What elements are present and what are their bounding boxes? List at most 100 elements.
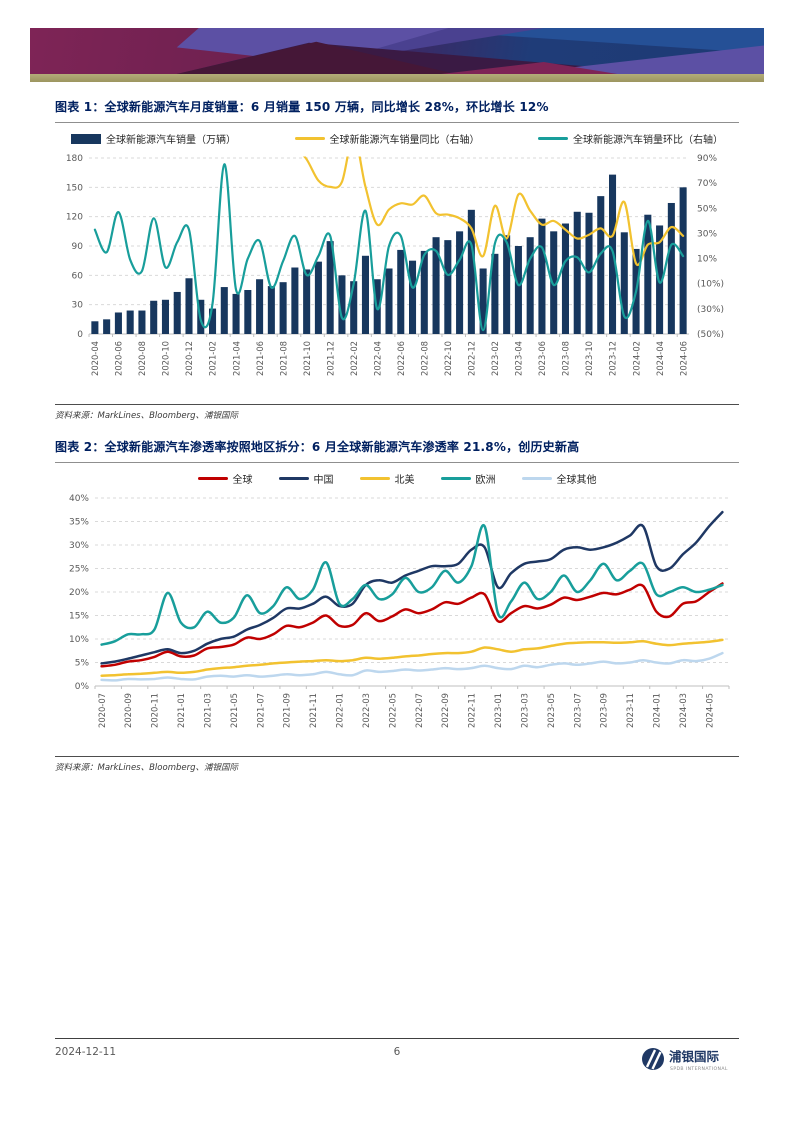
svg-text:150: 150 — [66, 183, 83, 193]
svg-text:2024-06: 2024-06 — [678, 341, 688, 376]
svg-text:0%: 0% — [75, 682, 90, 692]
svg-text:2022-03: 2022-03 — [361, 693, 371, 728]
figure2-bottom-rule — [55, 756, 739, 757]
legend-item: 全球新能源汽车销量环比（右轴） — [538, 131, 723, 146]
header-banner — [30, 28, 764, 74]
figure2-block: 图表 2：全球新能源汽车渗透率按照地区拆分：6 月全球新能源汽车渗透率 21.8… — [55, 438, 739, 773]
legend-swatch — [521, 477, 552, 480]
svg-text:2024-02: 2024-02 — [631, 341, 641, 376]
page-footer: 2024-12-11 6 浦银国际 SPDB INTERNATIONAL — [55, 1038, 739, 1086]
svg-text:2022-12: 2022-12 — [467, 341, 477, 376]
svg-text:2024-05: 2024-05 — [704, 693, 714, 728]
figure1-source: 资料来源：MarkLines、Bloomberg、浦银国际 — [55, 411, 238, 421]
banner-maroon-sliver — [441, 62, 618, 74]
legend-label: 中国 — [313, 475, 334, 486]
legend-item: 全球新能源汽车销量同比（右轴） — [294, 131, 480, 146]
svg-text:2021-12: 2021-12 — [325, 341, 335, 376]
svg-text:5%: 5% — [75, 659, 90, 669]
legend-swatch — [538, 137, 568, 140]
svg-text:2023-12: 2023-12 — [608, 341, 618, 376]
page-content: 图表 1：全球新能源汽车月度销量：6 月销量 150 万辆，同比增长 28%，环… — [55, 98, 739, 773]
legend-item: 全球新能源汽车销量（万辆） — [71, 131, 236, 146]
figure1-svg: 180 150 120 90 60 30 0 90% 70% 50% 30% 10% (10%) (30%… — [66, 154, 724, 376]
svg-text:2022-09: 2022-09 — [440, 693, 450, 728]
svg-text:2021-06: 2021-06 — [255, 341, 265, 376]
spdbi-logo-icon — [642, 1048, 664, 1070]
svg-text:2022-06: 2022-06 — [396, 341, 406, 376]
svg-text:10%: 10% — [69, 635, 89, 645]
brand-logo: 浦银国际 SPDB INTERNATIONAL — [639, 1046, 739, 1078]
svg-text:2023-07: 2023-07 — [572, 693, 582, 728]
brand-name-en: SPDB INTERNATIONAL — [670, 1066, 728, 1072]
svg-text:70%: 70% — [697, 179, 717, 189]
svg-text:2023-04: 2023-04 — [514, 341, 524, 376]
svg-text:25%: 25% — [69, 565, 89, 575]
svg-text:2022-02: 2022-02 — [349, 341, 359, 376]
svg-text:15%: 15% — [69, 612, 89, 622]
legend-label: 北美 — [394, 475, 415, 486]
figure1-legend: 全球新能源汽车销量（万辆） 全球新能源汽车销量同比（右轴） 全球新能源汽车销量环比（… — [55, 131, 739, 146]
svg-text:2023-03: 2023-03 — [519, 693, 529, 728]
svg-text:30%: 30% — [69, 541, 89, 551]
svg-text:60: 60 — [72, 271, 84, 281]
svg-text:2023-01: 2023-01 — [493, 693, 503, 728]
svg-text:(10%): (10%) — [697, 280, 724, 290]
legend-label: 全球 — [232, 475, 253, 486]
svg-text:2020-10: 2020-10 — [161, 341, 171, 376]
legend-item: 欧洲 — [440, 471, 496, 486]
svg-text:2021-03: 2021-03 — [202, 693, 212, 728]
svg-text:2021-08: 2021-08 — [278, 341, 288, 376]
svg-text:2023-09: 2023-09 — [599, 693, 609, 728]
svg-text:2023-05: 2023-05 — [546, 693, 556, 728]
svg-text:2021-04: 2021-04 — [231, 341, 241, 376]
svg-text:2020-07: 2020-07 — [97, 693, 107, 728]
figure1-chart: 180 150 120 90 60 30 0 90% 70% 50% 30% 10% (10%) (30%… — [55, 148, 739, 402]
legend-item: 全球 — [197, 471, 253, 486]
svg-text:2024-01: 2024-01 — [652, 693, 662, 728]
svg-text:2022-04: 2022-04 — [372, 341, 382, 376]
legend-swatch — [197, 477, 228, 480]
svg-text:90%: 90% — [697, 154, 717, 164]
svg-text:40%: 40% — [69, 494, 89, 504]
svg-text:2023-02: 2023-02 — [490, 341, 500, 376]
svg-text:2021-11: 2021-11 — [308, 693, 318, 728]
svg-text:2020-11: 2020-11 — [150, 693, 160, 728]
svg-text:180: 180 — [66, 154, 83, 164]
banner-khaki-strip — [30, 74, 764, 82]
svg-text:2021-05: 2021-05 — [229, 693, 239, 728]
svg-text:2021-07: 2021-07 — [255, 693, 265, 728]
legend-swatch — [71, 133, 101, 144]
svg-text:2022-11: 2022-11 — [467, 693, 477, 728]
svg-text:20%: 20% — [69, 588, 89, 598]
svg-text:2023-11: 2023-11 — [625, 693, 635, 728]
figure2-legend: 全球 中国 北美 欧洲 全球其他 — [55, 471, 739, 486]
svg-text:2021-02: 2021-02 — [208, 341, 218, 376]
svg-text:0: 0 — [77, 330, 83, 340]
svg-text:(50%): (50%) — [697, 330, 724, 340]
svg-text:2022-01: 2022-01 — [335, 693, 345, 728]
figure2-source: 资料来源：MarkLines、Bloomberg、浦银国际 — [55, 763, 238, 773]
legend-swatch — [440, 477, 471, 480]
figure2-chart: 40% 35% 30% 25% 20% 15% 10% 5% 0% 2020-07 2020-09 2… — [55, 488, 739, 754]
legend-item: 全球其他 — [521, 471, 597, 486]
svg-text:2022-07: 2022-07 — [414, 693, 424, 728]
svg-text:30: 30 — [72, 301, 84, 311]
svg-text:2023-10: 2023-10 — [584, 341, 594, 376]
legend-label: 全球新能源汽车销量环比（右轴） — [573, 135, 723, 146]
footer-date: 2024-12-11 — [55, 1046, 117, 1058]
svg-text:90: 90 — [72, 242, 84, 252]
figure1-top-rule — [55, 122, 739, 123]
figure2-svg: 40% 35% 30% 25% 20% 15% 10% 5% 0% 2020-07 2020-09 2… — [69, 494, 730, 728]
legend-item: 北美 — [359, 471, 415, 486]
svg-text:2024-04: 2024-04 — [655, 341, 665, 376]
svg-text:2022-05: 2022-05 — [387, 693, 397, 728]
legend-label: 全球新能源汽车销量（万辆） — [106, 135, 236, 146]
svg-text:2021-01: 2021-01 — [176, 693, 186, 728]
svg-text:2021-09: 2021-09 — [282, 693, 292, 728]
svg-text:(30%): (30%) — [697, 305, 724, 315]
legend-swatch — [359, 477, 390, 480]
svg-text:120: 120 — [66, 213, 83, 223]
legend-label: 全球新能源汽车销量同比（右轴） — [329, 135, 480, 146]
figure1-block: 图表 1：全球新能源汽车月度销量：6 月销量 150 万辆，同比增长 28%，环… — [55, 98, 739, 421]
svg-text:2020-06: 2020-06 — [114, 341, 124, 376]
